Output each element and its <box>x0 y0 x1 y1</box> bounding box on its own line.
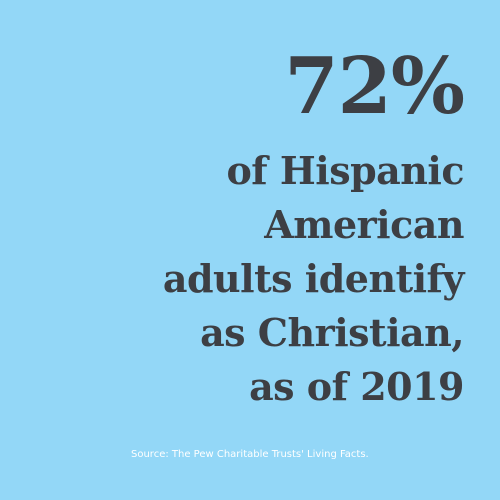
headline-line: as of 2019 <box>249 364 464 409</box>
headline-statistic: 72% <box>284 41 465 132</box>
source-citation: Source: The Pew Charitable Trusts' Livin… <box>131 449 369 460</box>
headline-line: adults identify <box>162 256 465 301</box>
headline-line: as Christian, <box>200 310 464 355</box>
headline-line: American <box>264 202 464 247</box>
headline-line: of Hispanic <box>226 148 464 193</box>
headline-text: of Hispanic American adults identify as … <box>24 144 465 414</box>
